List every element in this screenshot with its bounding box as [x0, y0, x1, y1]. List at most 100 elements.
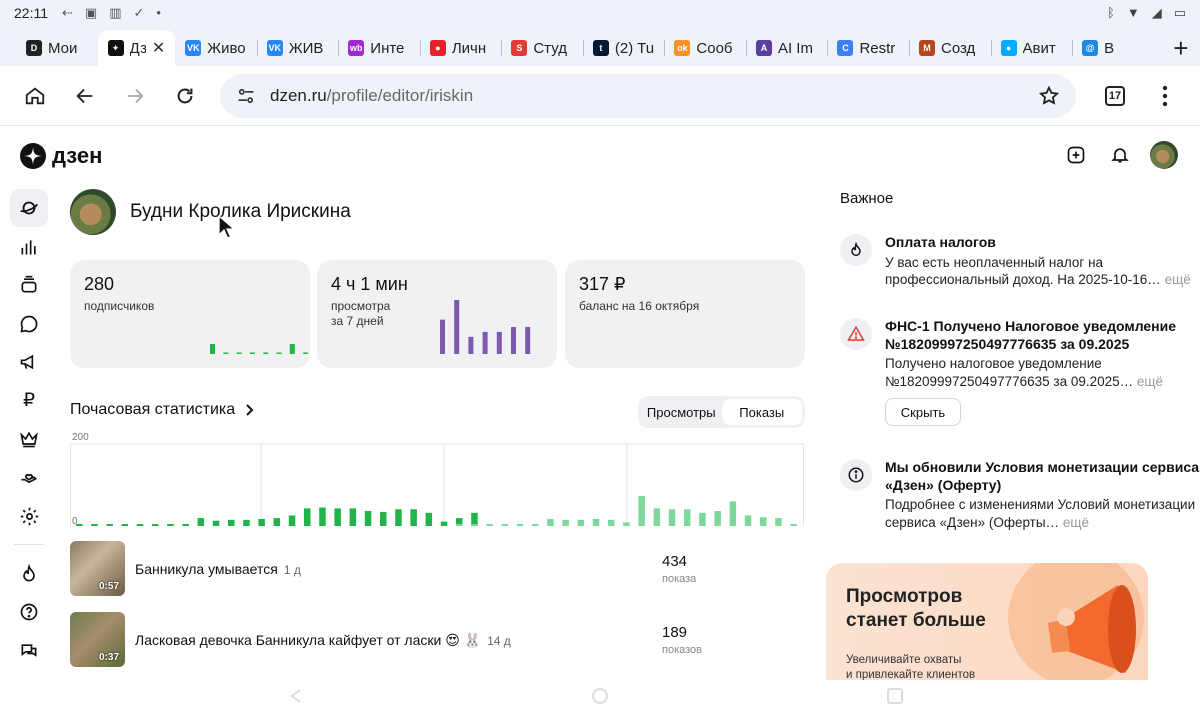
nav-recents-icon[interactable] [887, 688, 903, 704]
tab-favicon-icon: A [755, 40, 772, 56]
hourly-bar [684, 509, 691, 526]
video-thumbnail[interactable]: 0:37 [70, 612, 125, 667]
video-age: 1 д [283, 563, 301, 577]
new-tab-button[interactable]: + [1173, 32, 1189, 63]
rail-monetization[interactable]: ₽ [10, 382, 48, 420]
profile-avatar[interactable] [1150, 141, 1178, 169]
video-row[interactable]: 0:57 Банникула умывается 1 д 434 показа [70, 541, 770, 597]
rail-settings[interactable] [10, 497, 48, 535]
hourly-bar [152, 524, 159, 526]
forward-button[interactable] [110, 74, 160, 118]
subscribers-label: подписчиков [84, 299, 155, 313]
watch-time-card[interactable]: 4 ч 1 мин просмотра за 7 дней [317, 260, 557, 368]
toggle-impressions[interactable]: Показы [721, 399, 802, 425]
subscribers-bar [210, 344, 215, 354]
bookmark-star-icon[interactable] [1038, 85, 1060, 107]
promo-banner[interactable]: Просмотров станет больше Увеличивайте ох… [826, 563, 1148, 680]
browser-menu-button[interactable] [1140, 74, 1190, 118]
rail-premium[interactable] [10, 420, 48, 458]
tab-switcher-button[interactable]: 17 [1090, 74, 1140, 118]
balance-label: баланс на 16 октября [579, 299, 700, 313]
browser-tab[interactable]: wb Инте [338, 30, 420, 66]
home-icon [25, 87, 45, 104]
browser-tab[interactable]: VK ЖИВ [256, 30, 339, 66]
watch-time-bar [496, 331, 502, 354]
rail-trends[interactable] [10, 555, 48, 593]
hourly-bar [380, 511, 387, 526]
notification-more-link[interactable]: ещё [1062, 514, 1089, 530]
tab-title: Сооб [696, 39, 733, 57]
tab-close-icon[interactable]: ✕ [151, 40, 166, 57]
nav-home-icon[interactable] [592, 688, 608, 704]
reload-button[interactable] [160, 74, 210, 118]
notification-more-link[interactable]: ещё [1164, 272, 1191, 288]
watch-time-bar [468, 336, 474, 354]
subscribers-bar [263, 352, 269, 354]
nav-back-icon[interactable] [290, 689, 301, 703]
notifications-button[interactable] [1106, 141, 1134, 169]
hourly-bar [623, 522, 630, 526]
video-row[interactable]: 0:37 Ласковая девочка Банникула кайфует … [70, 612, 770, 668]
browser-tab[interactable]: M Созд [909, 30, 991, 66]
home-button[interactable] [10, 74, 60, 118]
browser-tab[interactable]: C Restr [827, 30, 909, 66]
more-vertical-icon [1162, 85, 1168, 106]
header-actions [1062, 141, 1178, 169]
browser-tab[interactable]: @ В [1072, 30, 1154, 66]
video-thumbnail[interactable]: 0:57 [70, 541, 125, 596]
site-settings-icon[interactable] [236, 86, 256, 106]
rail-promotion[interactable] [10, 343, 48, 381]
rail-help[interactable] [10, 593, 48, 631]
tab-strip: D Мои ✦ Дз ✕ VK Живо VK ЖИВ wb Инте ● Личн S Студ t (2) … [0, 26, 1200, 66]
hourly-bar [562, 519, 569, 526]
tab-favicon-icon: VK [185, 40, 202, 56]
subscribers-bar [236, 352, 242, 354]
left-rail: ₽ [10, 189, 48, 670]
battery-icon: ▭ [1173, 5, 1186, 20]
rail-comments[interactable] [10, 305, 48, 343]
hourly-bar [197, 518, 205, 526]
browser-tab[interactable]: ● Личн [419, 30, 502, 66]
ruble-icon: ₽ [22, 390, 36, 411]
hide-button[interactable]: Скрыть [885, 398, 961, 427]
hourly-bar [182, 524, 189, 526]
status-system-icons: ᛒ ▼ ◢ ▭ [1107, 5, 1186, 21]
rail-divider [14, 543, 44, 545]
back-arrow-icon: ⇠ [62, 5, 73, 20]
hourly-bar [456, 524, 463, 526]
back-button[interactable] [60, 74, 110, 118]
browser-tab[interactable]: D Мои [16, 30, 98, 66]
megaphone-illustration-icon [1008, 563, 1144, 680]
dzen-logo[interactable]: дзен [20, 143, 102, 169]
browser-tab[interactable]: A AI Im [745, 30, 828, 66]
hourly-stats-link[interactable]: Почасовая статистика [70, 401, 255, 419]
toggle-views[interactable]: Просмотры [646, 404, 716, 420]
create-button[interactable] [1062, 141, 1090, 169]
notification-more-link[interactable]: ещё [1136, 373, 1164, 389]
address-bar[interactable]: dzen.ru/profile/editor/iriskin [220, 73, 1076, 118]
rail-statistics[interactable] [10, 228, 48, 266]
browser-tab[interactable]: VK Живо [175, 30, 257, 66]
balance-card[interactable]: 317 ₽ баланс на 16 октября [565, 260, 805, 368]
browser-tab[interactable]: ✦ Дз ✕ [97, 30, 176, 66]
hourly-bar [516, 524, 524, 526]
bar-chart-icon [21, 239, 36, 254]
hourly-bar [440, 521, 448, 526]
url-path: /profile/editor/iriskin [326, 85, 474, 105]
rail-feed[interactable] [10, 189, 48, 227]
rail-partners[interactable] [10, 459, 48, 497]
rail-feedback[interactable] [10, 632, 48, 670]
hourly-bar [456, 518, 463, 526]
browser-tab[interactable]: ● Авит [990, 30, 1073, 66]
channel-name[interactable]: Будни Кролика Ирискина [130, 201, 351, 222]
tab-title: (2) Tu [614, 39, 655, 57]
channel-avatar[interactable] [70, 189, 116, 235]
rail-publications[interactable] [10, 266, 48, 304]
subscribers-card[interactable]: 280 подписчиков [70, 260, 310, 368]
browser-tab[interactable]: ok Сооб [664, 30, 746, 66]
browser-tab[interactable]: t (2) Tu [582, 30, 665, 66]
hand-heart-icon [21, 473, 38, 483]
hourly-bar [106, 524, 113, 526]
browser-tab[interactable]: S Студ [501, 30, 583, 66]
hourly-chart-frame [70, 443, 804, 526]
